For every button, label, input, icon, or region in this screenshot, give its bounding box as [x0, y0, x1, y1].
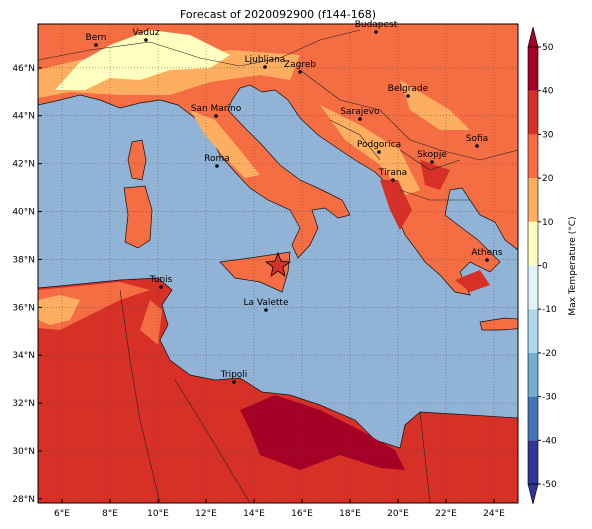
- y-tick-label: 30°N: [12, 447, 35, 457]
- colorbar-band: [528, 134, 538, 179]
- colorbar-extend: [527, 26, 539, 48]
- city-dot: [475, 144, 479, 148]
- city-dot: [374, 30, 378, 34]
- city-dot: [263, 65, 267, 69]
- x-tick-label: 18°E: [339, 509, 361, 519]
- colorbar-tick-label: -40: [542, 436, 557, 446]
- colorbar-band: [528, 47, 538, 91]
- city-dot: [298, 70, 302, 74]
- x-tick-label: 16°E: [291, 509, 313, 519]
- colorbar-band: [528, 178, 538, 222]
- city-dot: [159, 285, 163, 289]
- land-alps: [55, 30, 230, 90]
- x-tick-label: 24°E: [483, 509, 505, 519]
- city-label: Tunis: [149, 275, 173, 285]
- colorbar-tick-label: 40: [542, 87, 554, 97]
- x-tick-label: 20°E: [387, 509, 409, 519]
- city-label: Tripoli: [220, 370, 248, 380]
- colorbar-band: [528, 309, 538, 353]
- y-tick-label: 40°N: [12, 208, 35, 218]
- city-dot: [406, 94, 410, 98]
- city-label: Sarajevo: [340, 107, 380, 117]
- city-dot: [264, 308, 268, 312]
- land-cooler: [190, 80, 470, 195]
- land-warm: [380, 160, 490, 292]
- city-label: Podgorica: [357, 140, 401, 150]
- city-label: La Valette: [244, 298, 289, 308]
- city-label: Athens: [471, 248, 502, 258]
- x-tick-label: 14°E: [243, 509, 265, 519]
- city-label: Vaduz: [132, 28, 159, 38]
- city-label: Ljubljana: [245, 55, 286, 65]
- colorbar-extend: [527, 483, 539, 505]
- city-dot: [485, 258, 489, 262]
- x-tick-label: 12°E: [195, 509, 217, 519]
- colorbar-tick-label: 20: [542, 174, 554, 184]
- x-tick-label: 10°E: [147, 509, 169, 519]
- city-dot: [215, 164, 219, 168]
- city-label: Sofia: [466, 134, 488, 144]
- city-dot: [358, 117, 362, 121]
- city-label: Belgrade: [388, 84, 429, 94]
- colorbar-band: [528, 440, 538, 484]
- city-dot: [94, 43, 98, 47]
- colorbar-tick-label: 0: [542, 262, 548, 272]
- land-island: [127, 139, 147, 181]
- colorbar-tick-label: 30: [542, 130, 554, 140]
- city-label: Tirana: [378, 168, 407, 178]
- star-marker: [264, 251, 292, 277]
- city-dot: [144, 38, 148, 42]
- city-dot: [391, 178, 395, 182]
- y-tick-label: 28°N: [12, 495, 35, 505]
- city-dot: [377, 150, 381, 154]
- city-label: Zagreb: [284, 60, 316, 70]
- colorbar-tick-label: 10: [542, 218, 554, 228]
- grid: [38, 24, 518, 503]
- city-dot: [232, 380, 236, 384]
- y-tick-label: 42°N: [12, 160, 35, 170]
- city-label: Roma: [204, 154, 230, 164]
- y-tick-label: 32°N: [12, 399, 35, 409]
- colorbar-tick-label: -50: [542, 480, 557, 490]
- map-frame: [37, 23, 519, 504]
- city-label: Bern: [86, 33, 107, 43]
- colorbar-tick-label: -20: [542, 349, 557, 359]
- colorbar-band: [528, 265, 538, 310]
- colorbar-band: [528, 90, 538, 135]
- y-tick-label: 38°N: [12, 255, 35, 265]
- colorbar-band: [528, 221, 538, 266]
- colorbar-band: [528, 396, 538, 441]
- colorbar-tick-label: -30: [542, 393, 557, 403]
- y-tick-label: 36°N: [12, 303, 35, 313]
- map-title: Forecast of 2020092900 (f144-168): [180, 8, 376, 21]
- city-label: Budapest: [355, 20, 398, 30]
- y-tick-label: 34°N: [12, 351, 35, 361]
- colorbar-tick-label: 50: [542, 43, 554, 53]
- city-dot: [430, 160, 434, 164]
- border: [38, 29, 518, 503]
- land-cooler: [38, 295, 80, 325]
- colorbar-band: [528, 352, 538, 397]
- y-tick-label: 46°N: [12, 64, 35, 74]
- city-label: Skopje: [417, 150, 447, 160]
- land-island: [123, 185, 153, 249]
- x-tick-label: 6°E: [54, 509, 70, 519]
- x-tick-label: 22°E: [435, 509, 457, 519]
- colorbar-tick-label: -10: [542, 305, 557, 315]
- colorbar-label: Max Temperature (°C): [568, 216, 578, 315]
- colorbar: -50 -40 -30 -20 -10 0 10 20 30 40 50: [527, 26, 557, 505]
- x-tick-label: 8°E: [102, 509, 118, 519]
- city-dot: [214, 114, 218, 118]
- city-label: San Marino: [191, 104, 242, 114]
- land-island: [479, 317, 518, 331]
- y-tick-label: 44°N: [12, 112, 35, 122]
